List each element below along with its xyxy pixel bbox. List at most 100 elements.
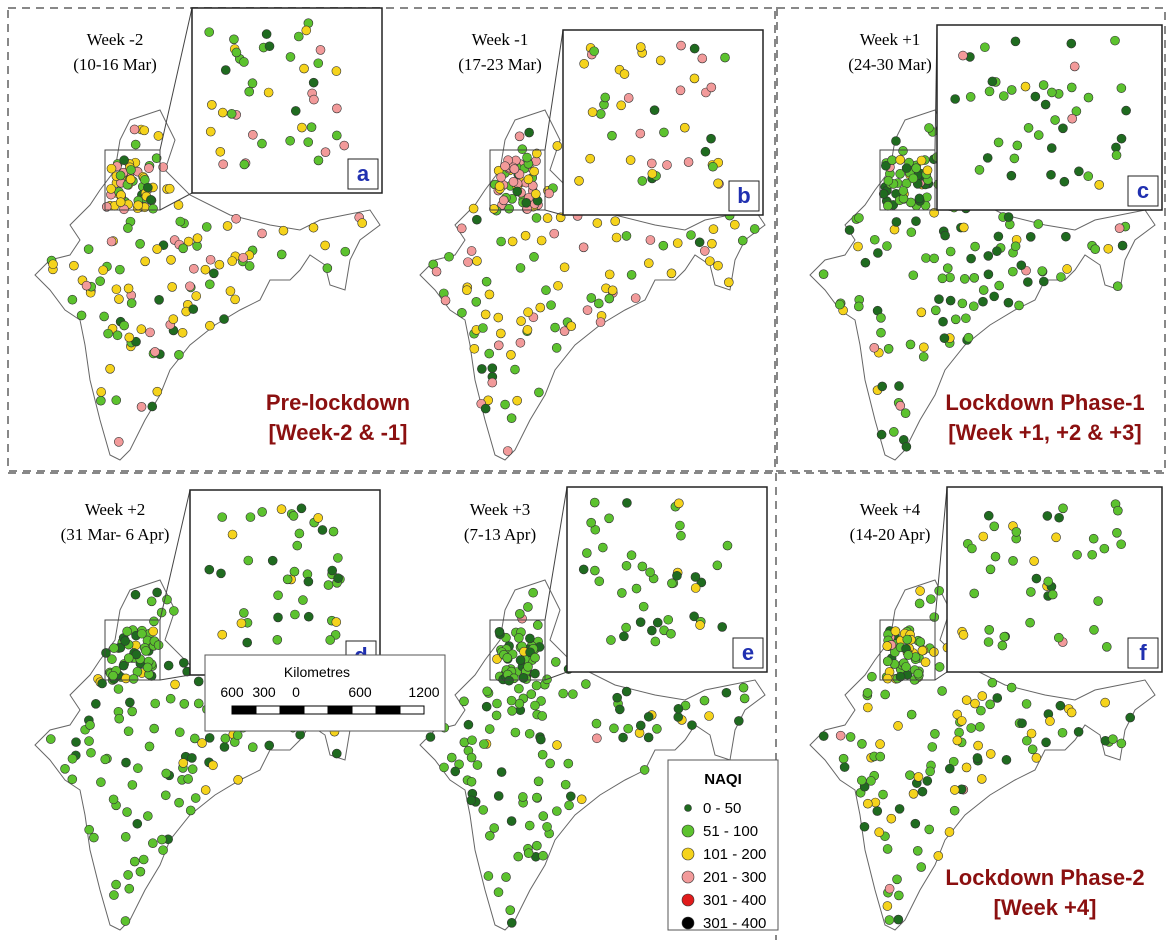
station-dot <box>223 221 232 230</box>
station-dot <box>923 166 932 175</box>
scale-tick: 600 <box>348 684 372 700</box>
inset-dot <box>622 498 631 507</box>
station-dot <box>550 229 559 238</box>
inset-dot <box>1088 550 1097 559</box>
phase-label: [Week +1, +2 & +3] <box>948 420 1141 445</box>
station-dot <box>494 313 503 322</box>
station-dot <box>594 299 603 308</box>
station-dot <box>153 245 162 254</box>
station-dot <box>120 321 129 330</box>
station-dot <box>494 341 503 350</box>
inset-dot <box>1117 540 1126 549</box>
inset-dot <box>228 530 237 539</box>
inset-dot <box>979 532 988 541</box>
station-dot <box>1018 719 1027 728</box>
inset-dot <box>721 53 730 62</box>
station-dot <box>148 839 157 848</box>
station-dot <box>896 155 905 164</box>
inset-dot <box>1012 527 1021 536</box>
station-dot <box>640 765 649 774</box>
station-dot <box>515 132 524 141</box>
station-dot <box>909 174 918 183</box>
station-dot <box>483 687 492 696</box>
inset-dot <box>304 612 313 621</box>
station-dot <box>514 633 523 642</box>
station-dot <box>911 217 920 226</box>
inset-dot <box>294 32 303 41</box>
station-dot <box>1101 698 1110 707</box>
inset-dot <box>227 109 236 118</box>
station-dot <box>96 277 105 286</box>
station-dot <box>930 729 939 738</box>
station-dot <box>977 774 986 783</box>
station-dot <box>509 177 518 186</box>
station-dot <box>485 725 494 734</box>
station-dot <box>445 252 454 261</box>
inset-dot <box>314 59 323 68</box>
station-dot <box>921 254 930 263</box>
station-dot <box>608 286 617 295</box>
inset-dot <box>983 153 992 162</box>
station-dot <box>46 735 55 744</box>
inset-dot <box>667 579 676 588</box>
station-dot <box>507 918 516 927</box>
station-dot <box>525 128 534 137</box>
station-dot <box>722 688 731 697</box>
inset-dot <box>605 514 614 523</box>
station-dot <box>323 264 332 273</box>
station-dot <box>935 662 944 671</box>
station-dot <box>551 657 560 666</box>
inset-dot <box>332 618 341 627</box>
station-dot <box>923 776 932 785</box>
station-dot <box>82 281 91 290</box>
station-dot <box>863 799 872 808</box>
station-dot <box>903 635 912 644</box>
station-dot <box>96 778 105 787</box>
inset-dot <box>277 505 286 514</box>
station-dot <box>358 219 367 228</box>
inset-dot <box>587 518 596 527</box>
station-dot <box>527 690 536 699</box>
station-dot <box>68 775 77 784</box>
station-dot <box>615 705 624 714</box>
station-dot <box>147 597 156 606</box>
station-dot <box>112 396 121 405</box>
station-dot <box>950 785 959 794</box>
station-dot <box>507 817 516 826</box>
station-dot <box>447 753 456 762</box>
station-dot <box>131 140 140 149</box>
inset-dot <box>723 541 732 550</box>
station-dot <box>969 302 978 311</box>
inset-dot <box>707 83 716 92</box>
station-dot <box>121 832 130 841</box>
station-dot <box>978 692 987 701</box>
station-dot <box>913 846 922 855</box>
scale-bar <box>352 706 376 714</box>
station-dot <box>136 239 145 248</box>
station-dot <box>929 648 938 657</box>
station-dot <box>613 693 622 702</box>
inset-dot <box>714 179 723 188</box>
station-dot <box>109 795 118 804</box>
inset-dot <box>713 561 722 570</box>
map-panel: bWeek -1(17-23 Mar) <box>420 30 765 460</box>
station-dot <box>883 844 892 853</box>
station-dot <box>489 204 498 213</box>
station-dot <box>167 255 176 264</box>
inset-dot <box>701 147 710 156</box>
station-dot <box>876 740 885 749</box>
station-dot <box>121 758 130 767</box>
station-dot <box>1015 301 1024 310</box>
station-dot <box>879 790 888 799</box>
station-dot <box>926 595 935 604</box>
station-dot <box>166 694 175 703</box>
inset-dot <box>708 162 717 171</box>
station-dot <box>494 791 503 800</box>
station-dot <box>631 294 640 303</box>
station-dot <box>496 329 505 338</box>
station-dot <box>463 258 472 267</box>
inset-dot <box>248 79 257 88</box>
inset-dot <box>596 109 605 118</box>
inset-dot <box>601 93 610 102</box>
station-dot <box>472 297 481 306</box>
